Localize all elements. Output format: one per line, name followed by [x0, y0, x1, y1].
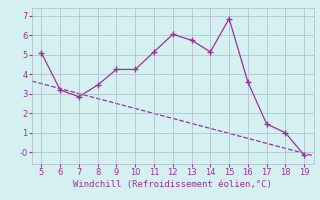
X-axis label: Windchill (Refroidissement éolien,°C): Windchill (Refroidissement éolien,°C) [73, 180, 272, 189]
